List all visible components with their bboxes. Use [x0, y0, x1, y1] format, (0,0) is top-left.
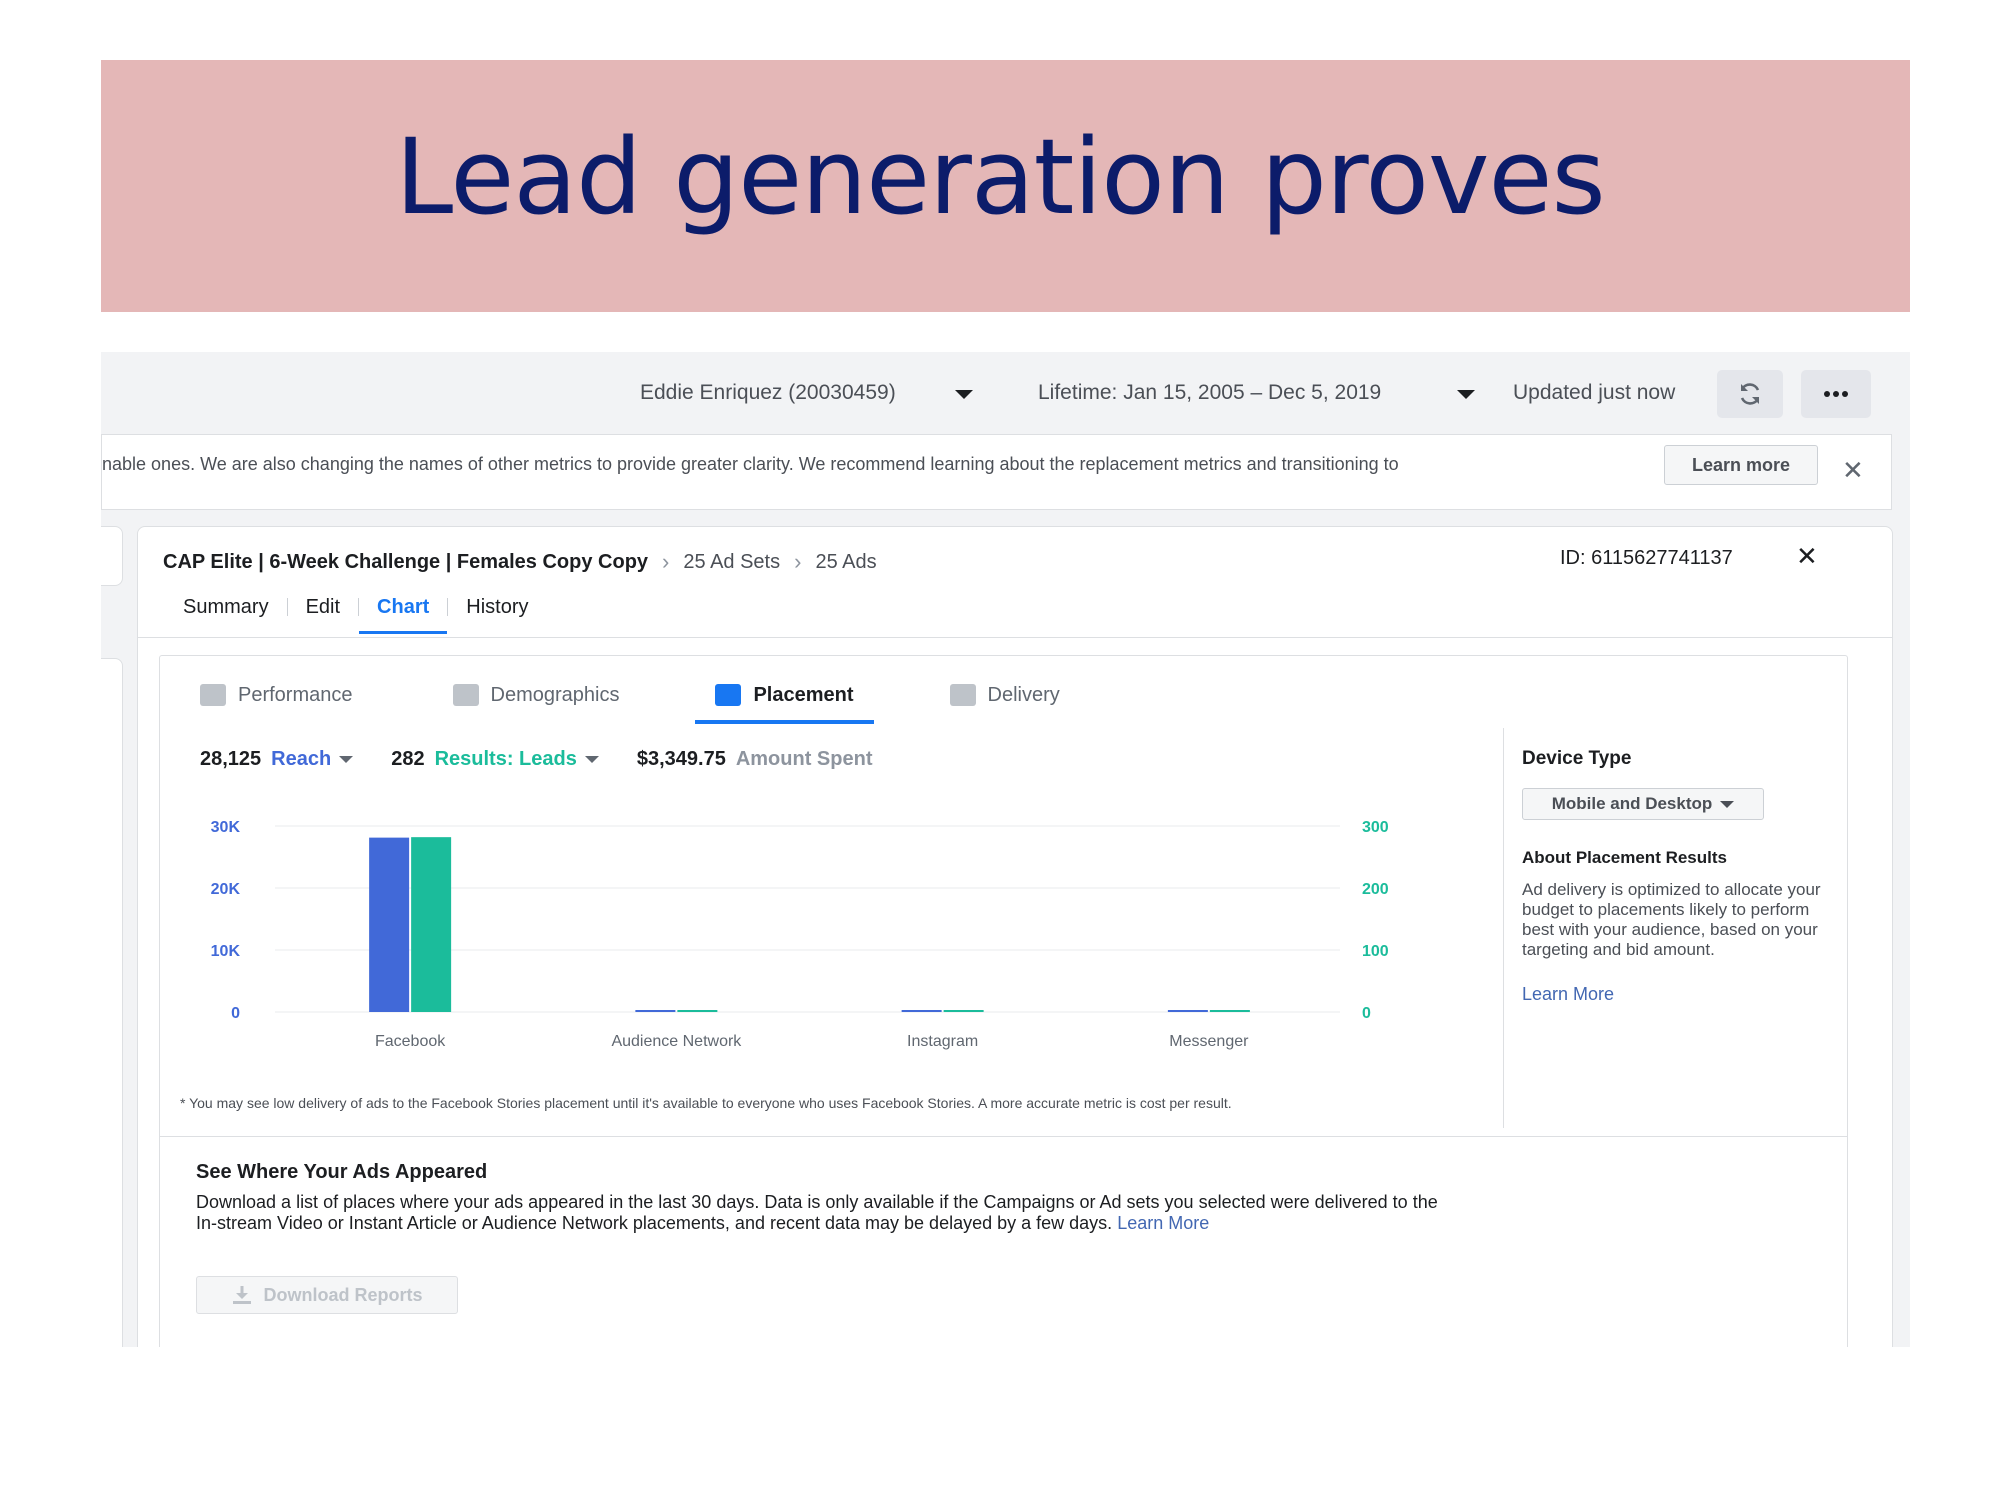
results-value: 282 [391, 748, 425, 770]
reach-value: 28,125 [200, 748, 262, 770]
chevron-down-icon[interactable] [339, 756, 354, 763]
chart-card: Performance Demographics Placement Deliv… [159, 655, 1848, 1347]
title-band [101, 60, 1910, 312]
device-type-title: Device Type [1522, 748, 1632, 769]
chevron-down-icon[interactable] [584, 756, 599, 763]
tabs-divider [138, 637, 1892, 638]
x-tick-label: Instagram [907, 1033, 978, 1050]
subtab-performance[interactable]: Performance [200, 670, 353, 720]
x-tick-label: Messenger [1169, 1033, 1249, 1050]
line-chart-icon [949, 684, 976, 706]
see-where-text: Download a list of places where your ads… [196, 1192, 1438, 1233]
more-icon [1824, 391, 1848, 397]
stories-footnote: * You may see low delivery of ads to the… [180, 1095, 1232, 1111]
download-reports-button[interactable]: Download Reports [196, 1276, 458, 1314]
subtab-placement[interactable]: Placement [695, 670, 874, 724]
about-placement-text: Ad delivery is optimized to allocate you… [1522, 880, 1821, 959]
more-button[interactable] [1801, 370, 1871, 418]
learn-more-link[interactable]: Learn More [1522, 984, 1615, 1004]
updated-status: Updated just now [1513, 381, 1676, 404]
bar-reach-audience-network [635, 1010, 676, 1012]
notice-text: nable ones. We are also changing the nam… [102, 454, 1399, 474]
tab-summary[interactable]: Summary [183, 596, 269, 618]
detail-tabs: Summary Edit Chart History [165, 587, 547, 634]
close-panel-icon[interactable]: ✕ [1796, 541, 1818, 571]
breadcrumb-ad-sets[interactable]: 25 Ad Sets [683, 550, 781, 573]
y-right-tick-label: 100 [1362, 943, 1389, 960]
refresh-icon [1740, 383, 1760, 405]
refresh-button[interactable] [1717, 370, 1783, 418]
bar-results-instagram [943, 1010, 984, 1012]
bar-reach-instagram [901, 1010, 942, 1012]
people-icon [452, 684, 479, 706]
x-tick-label: Audience Network [611, 1033, 742, 1050]
subtab-delivery[interactable]: Delivery [949, 670, 1060, 720]
see-where-title: See Where Your Ads Appeared [196, 1161, 488, 1183]
see-where-learn-more-link[interactable]: Learn More [1117, 1213, 1210, 1233]
bar-reach-facebook [369, 837, 410, 1012]
y-right-tick-label: 200 [1362, 881, 1389, 898]
tab-history[interactable]: History [466, 596, 529, 618]
breadcrumb: CAP Elite | 6-Week Challenge | Females C… [163, 549, 877, 575]
bar-chart-icon [200, 684, 226, 706]
left-table-edge: ; ; ; ; ; ; ; ; ; [101, 658, 123, 1347]
y-left-tick-label: 0 [231, 1005, 240, 1022]
date-range-selector[interactable]: Lifetime: Jan 15, 2005 – Dec 5, 2019 [1038, 381, 1382, 404]
top-bar: Eddie Enriquez (20030459) Lifetime: Jan … [101, 352, 1910, 434]
side-divider [1503, 728, 1504, 1128]
learn-more-button[interactable]: Learn more [1664, 445, 1818, 485]
account-selector[interactable]: Eddie Enriquez (20030459) [640, 381, 896, 404]
ad-detail-panel: CAP Elite | 6-Week Challenge | Females C… [137, 526, 1893, 1347]
device-type-panel: Device Type Mobile and Desktop About Pla… [1522, 748, 1822, 1005]
left-panel-edge [101, 526, 123, 586]
amount-spent-value: $3,349.75 [636, 748, 726, 770]
tab-chart[interactable]: Chart [359, 588, 448, 634]
tab-edit[interactable]: Edit [305, 596, 341, 618]
bar-results-audience-network [677, 1010, 718, 1012]
device-type-dropdown[interactable]: Mobile and Desktop [1522, 788, 1764, 820]
subtab-demographics[interactable]: Demographics [452, 670, 619, 720]
chart-subtabs: Performance Demographics Placement Deliv… [200, 670, 1060, 724]
results-metric-selector[interactable]: Results: Leads [434, 748, 577, 770]
bar-reach-messenger [1167, 1010, 1208, 1012]
breadcrumb-campaign[interactable]: CAP Elite | 6-Week Challenge | Females C… [163, 550, 649, 573]
chevron-down-icon [1720, 800, 1735, 808]
chevron-down-icon[interactable] [955, 390, 973, 399]
section-divider [160, 1136, 1847, 1137]
chevron-down-icon[interactable] [1457, 390, 1475, 399]
y-right-tick-label: 300 [1362, 819, 1389, 836]
chevron-right-icon: › [794, 549, 802, 574]
y-right-tick-label: 0 [1362, 1005, 1371, 1022]
chevron-right-icon: › [662, 549, 670, 574]
x-tick-label: Facebook [375, 1033, 446, 1050]
metric-selectors: 28,125 Reach 282 Results: Leads $3,349.7… [200, 748, 880, 771]
y-left-tick-label: 20K [211, 881, 241, 898]
breadcrumb-ads[interactable]: 25 Ads [815, 550, 877, 573]
placement-bar-chart: 0 0 10K 100 20K 200 30K 300 Facebook Audience Net… [211, 819, 1389, 1050]
ad-id: ID: 6115627741137 [1560, 547, 1733, 569]
placement-icon [715, 684, 742, 706]
amount-spent-label: Amount Spent [735, 748, 873, 770]
slide-title: Lead generation proves [395, 116, 1605, 238]
download-icon [233, 1286, 252, 1304]
metrics-notice-banner: nable ones. We are also changing the nam… [101, 434, 1892, 510]
y-left-tick-label: 10K [211, 943, 241, 960]
about-placement-title: About Placement Results [1522, 848, 1727, 867]
y-left-tick-label: 30K [211, 819, 241, 836]
close-icon[interactable]: ✕ [1842, 455, 1864, 485]
reach-metric-selector[interactable]: Reach [271, 748, 332, 770]
bar-results-facebook [411, 837, 452, 1012]
ads-manager-screenshot: Eddie Enriquez (20030459) Lifetime: Jan … [101, 352, 1910, 1347]
bar-results-messenger [1209, 1010, 1250, 1012]
